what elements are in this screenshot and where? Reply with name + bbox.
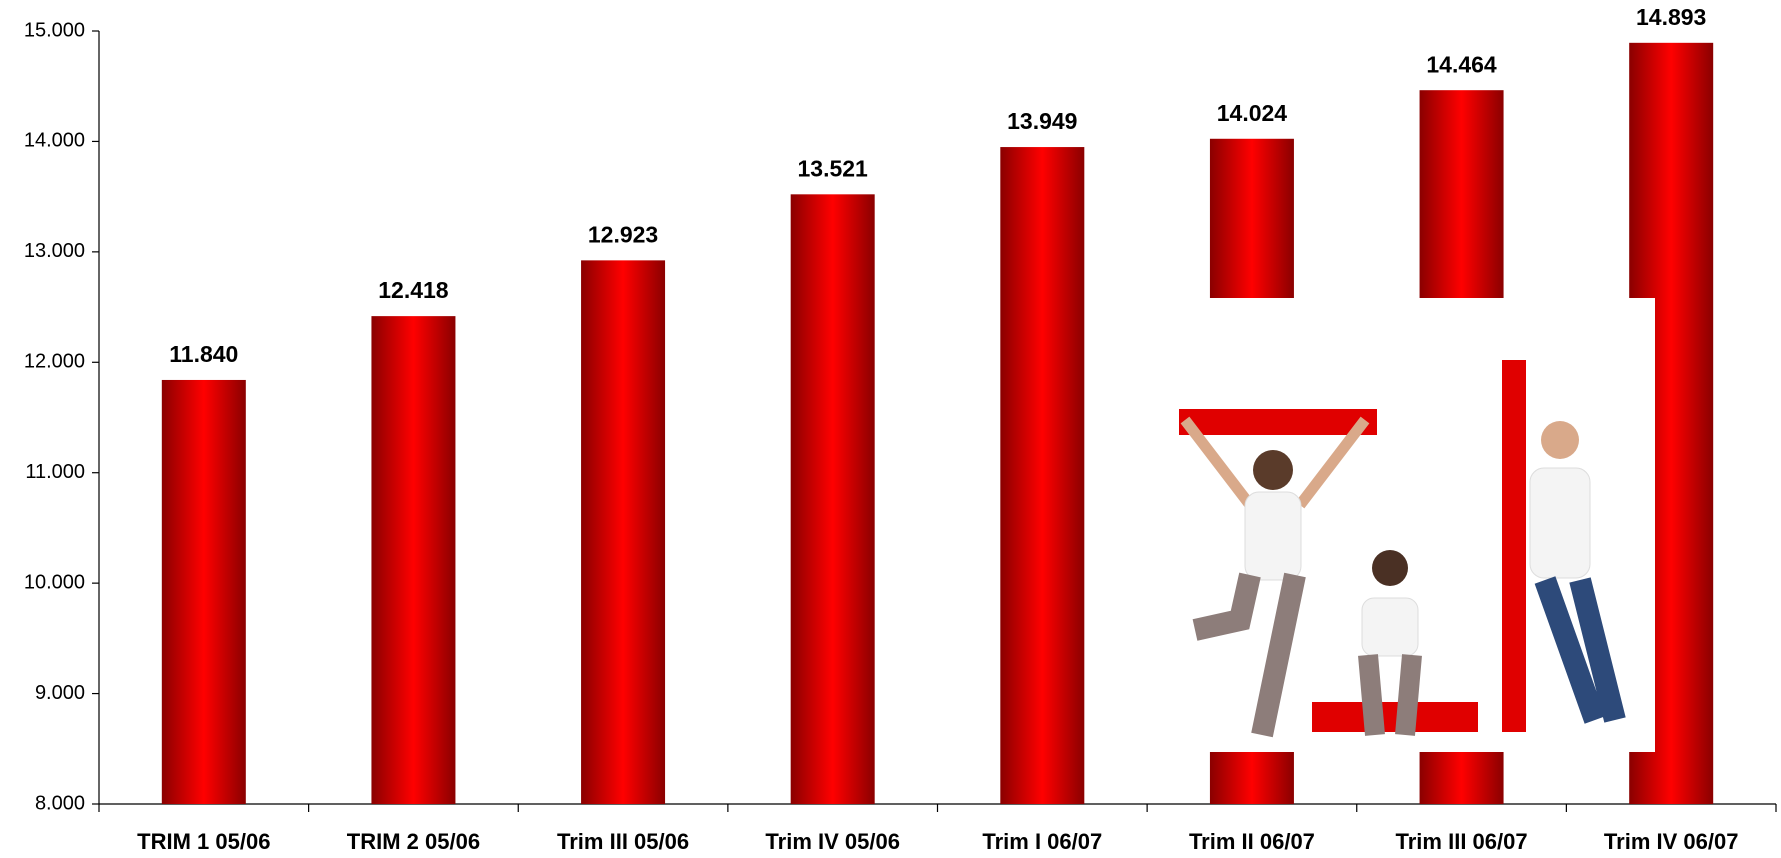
bar [161,379,246,804]
data-label: 11.840 [169,341,238,367]
y-tick-label: 13.000 [24,240,85,262]
data-label: 12.418 [378,277,449,303]
person-2 [1358,550,1422,736]
y-tick-label: 15.000 [24,19,85,41]
held-banner [1179,409,1377,435]
y-tick-label: 11.000 [25,461,85,483]
data-label: 14.024 [1217,100,1288,126]
data-label: 13.949 [1007,108,1077,134]
bar [1000,147,1085,804]
y-tick-label: 8.000 [35,792,85,814]
x-tick-label: TRIM 1 05/06 [137,829,270,854]
person-3 [1529,421,1626,724]
photo-overlay [1153,298,1655,752]
y-tick-label: 9.000 [35,682,85,704]
person-1 [1180,416,1370,738]
data-label: 14.893 [1636,4,1706,30]
x-tick-label: Trim IV 05/06 [765,829,900,854]
data-label: 12.923 [588,221,658,247]
seat-bar [1312,702,1478,732]
x-tick-label: Trim IV 06/07 [1604,829,1739,854]
labels: 8.000 9.000 10.000 11.000 12.000 13.000 14.000… [24,4,1739,854]
x-tick-label: TRIM 2 05/06 [347,829,480,854]
y-tick-label: 10.000 [24,571,85,593]
x-tick-label: Trim III 06/07 [1396,829,1528,854]
x-tick-label: Trim I 06/07 [982,829,1102,854]
lean-bar [1502,360,1526,732]
y-tick-label: 12.000 [24,351,85,373]
data-label: 13.521 [798,155,869,181]
y-tick-label: 14.000 [24,130,85,152]
x-tick-label: Trim II 06/07 [1189,829,1315,854]
data-label: 14.464 [1426,51,1497,77]
bar [371,316,456,804]
bar [581,260,666,805]
bar [790,194,875,804]
x-tick-label: Trim III 05/06 [557,829,689,854]
